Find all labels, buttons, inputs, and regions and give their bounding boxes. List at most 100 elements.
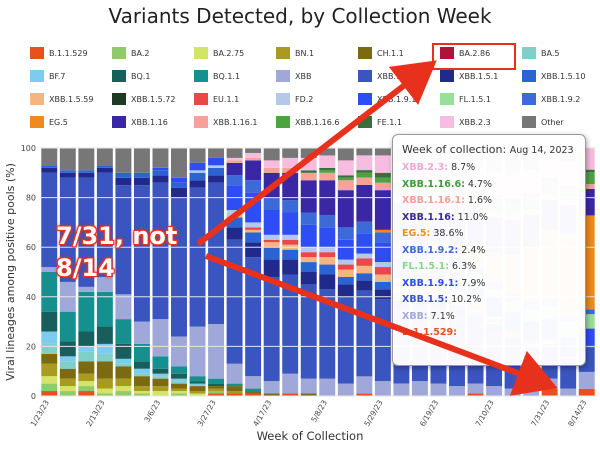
bar-segment[interactable] (282, 239, 299, 245)
bar-segment[interactable] (41, 148, 58, 166)
bar-segment[interactable] (226, 162, 243, 176)
bar-segment[interactable] (226, 210, 243, 215)
legend-item[interactable]: XBB.1.5.10 (522, 70, 585, 82)
legend-item[interactable]: EG.5 (30, 116, 68, 128)
bar-segment[interactable] (115, 177, 132, 186)
bar-segment[interactable] (356, 290, 373, 377)
bar-segment[interactable] (263, 172, 280, 198)
bar-segment[interactable] (152, 167, 169, 171)
bar-segment[interactable] (171, 393, 187, 396)
bar-segment[interactable] (115, 366, 132, 379)
bar-segment[interactable] (337, 264, 354, 270)
bar-segment[interactable] (189, 393, 206, 396)
bar-segment[interactable] (189, 391, 206, 394)
bar-segment[interactable] (245, 222, 262, 228)
bar-segment[interactable] (374, 190, 391, 230)
bar-segment[interactable] (300, 172, 317, 181)
bar-segment[interactable] (171, 336, 187, 367)
bar-segment[interactable] (78, 286, 95, 292)
bar-segment[interactable] (133, 172, 150, 178)
bar-segment[interactable] (578, 169, 595, 173)
bar-segment[interactable] (337, 269, 354, 277)
bar-segment[interactable] (430, 383, 447, 396)
bar-segment[interactable] (133, 361, 150, 369)
bar-segment[interactable] (319, 378, 336, 396)
bar-segment[interactable] (374, 381, 391, 396)
bar-segment[interactable] (59, 368, 76, 379)
bar-segment[interactable] (374, 177, 391, 183)
bar-segment[interactable] (282, 148, 299, 158)
bar-segment[interactable] (263, 259, 280, 277)
bar-segment[interactable] (300, 212, 317, 225)
bar-segment[interactable] (319, 214, 336, 228)
bar-segment[interactable] (152, 376, 169, 379)
bar-segment[interactable] (300, 262, 317, 272)
bar-segment[interactable] (78, 331, 95, 347)
bar-segment[interactable] (78, 172, 95, 178)
bar-segment[interactable] (449, 386, 465, 396)
bar-segment[interactable] (189, 326, 206, 377)
bar-segment[interactable] (133, 373, 150, 377)
bar-segment[interactable] (263, 393, 280, 396)
bar-segment[interactable] (578, 309, 595, 315)
bar-segment[interactable] (245, 391, 262, 394)
bar-segment[interactable] (115, 358, 132, 364)
bar-segment[interactable] (96, 172, 113, 277)
bar-segment[interactable] (208, 157, 225, 166)
bar-segment[interactable] (152, 175, 169, 183)
bar-segment[interactable] (245, 257, 262, 377)
bar-segment[interactable] (319, 167, 336, 171)
bar-segment[interactable] (356, 253, 373, 259)
bar-segment[interactable] (152, 319, 169, 357)
legend-item[interactable]: BF.7 (30, 70, 65, 82)
bar-segment[interactable] (189, 383, 206, 387)
bar-segment[interactable] (374, 289, 391, 300)
bar-segment[interactable] (96, 165, 113, 168)
bar-segment[interactable] (282, 259, 299, 275)
bar-segment[interactable] (226, 386, 243, 392)
bar-segment[interactable] (319, 247, 336, 253)
bar-segment[interactable] (171, 381, 187, 384)
bar-segment[interactable] (152, 386, 169, 392)
bar-segment[interactable] (78, 346, 95, 352)
bar-segment[interactable] (133, 386, 150, 392)
bar-segment[interactable] (263, 197, 280, 210)
bar-segment[interactable] (78, 391, 95, 396)
bar-segment[interactable] (41, 376, 58, 384)
bar-segment[interactable] (337, 383, 354, 396)
bar-segment[interactable] (171, 177, 187, 183)
bar-segment[interactable] (96, 326, 113, 344)
bar-segment[interactable] (96, 343, 113, 354)
bar-segment[interactable] (41, 267, 58, 272)
bar-segment[interactable] (541, 388, 558, 396)
bar-segment[interactable] (171, 383, 187, 389)
bar-segment[interactable] (115, 378, 132, 387)
bar-segment[interactable] (189, 381, 206, 384)
bar-segment[interactable] (337, 148, 354, 161)
bar-segment[interactable] (245, 152, 262, 158)
bar-segment[interactable] (78, 291, 95, 332)
bar-segment[interactable] (78, 386, 95, 392)
bar-segment[interactable] (263, 210, 280, 235)
bar-segment[interactable] (263, 276, 280, 382)
bar-segment[interactable] (300, 224, 317, 248)
bar-segment[interactable] (245, 232, 262, 243)
bar-segment[interactable] (208, 165, 225, 168)
legend-item[interactable]: B.1.1.529 (30, 47, 88, 59)
bar-segment[interactable] (356, 177, 373, 185)
bar-segment[interactable] (282, 249, 299, 260)
legend-item[interactable]: BA.2.75 (194, 47, 244, 59)
bar-segment[interactable] (189, 170, 206, 173)
bar-segment[interactable] (245, 388, 262, 392)
bar-segment[interactable] (133, 185, 150, 322)
bar-segment[interactable] (41, 272, 58, 312)
bar-segment[interactable] (133, 148, 150, 173)
bar-segment[interactable] (226, 393, 243, 396)
bar-segment[interactable] (96, 148, 113, 166)
bar-segment[interactable] (300, 393, 317, 396)
bar-segment[interactable] (171, 378, 187, 382)
bar-segment[interactable] (208, 378, 225, 384)
bar-segment[interactable] (337, 175, 354, 178)
bar-segment[interactable] (356, 221, 373, 234)
bar-segment[interactable] (41, 391, 58, 396)
